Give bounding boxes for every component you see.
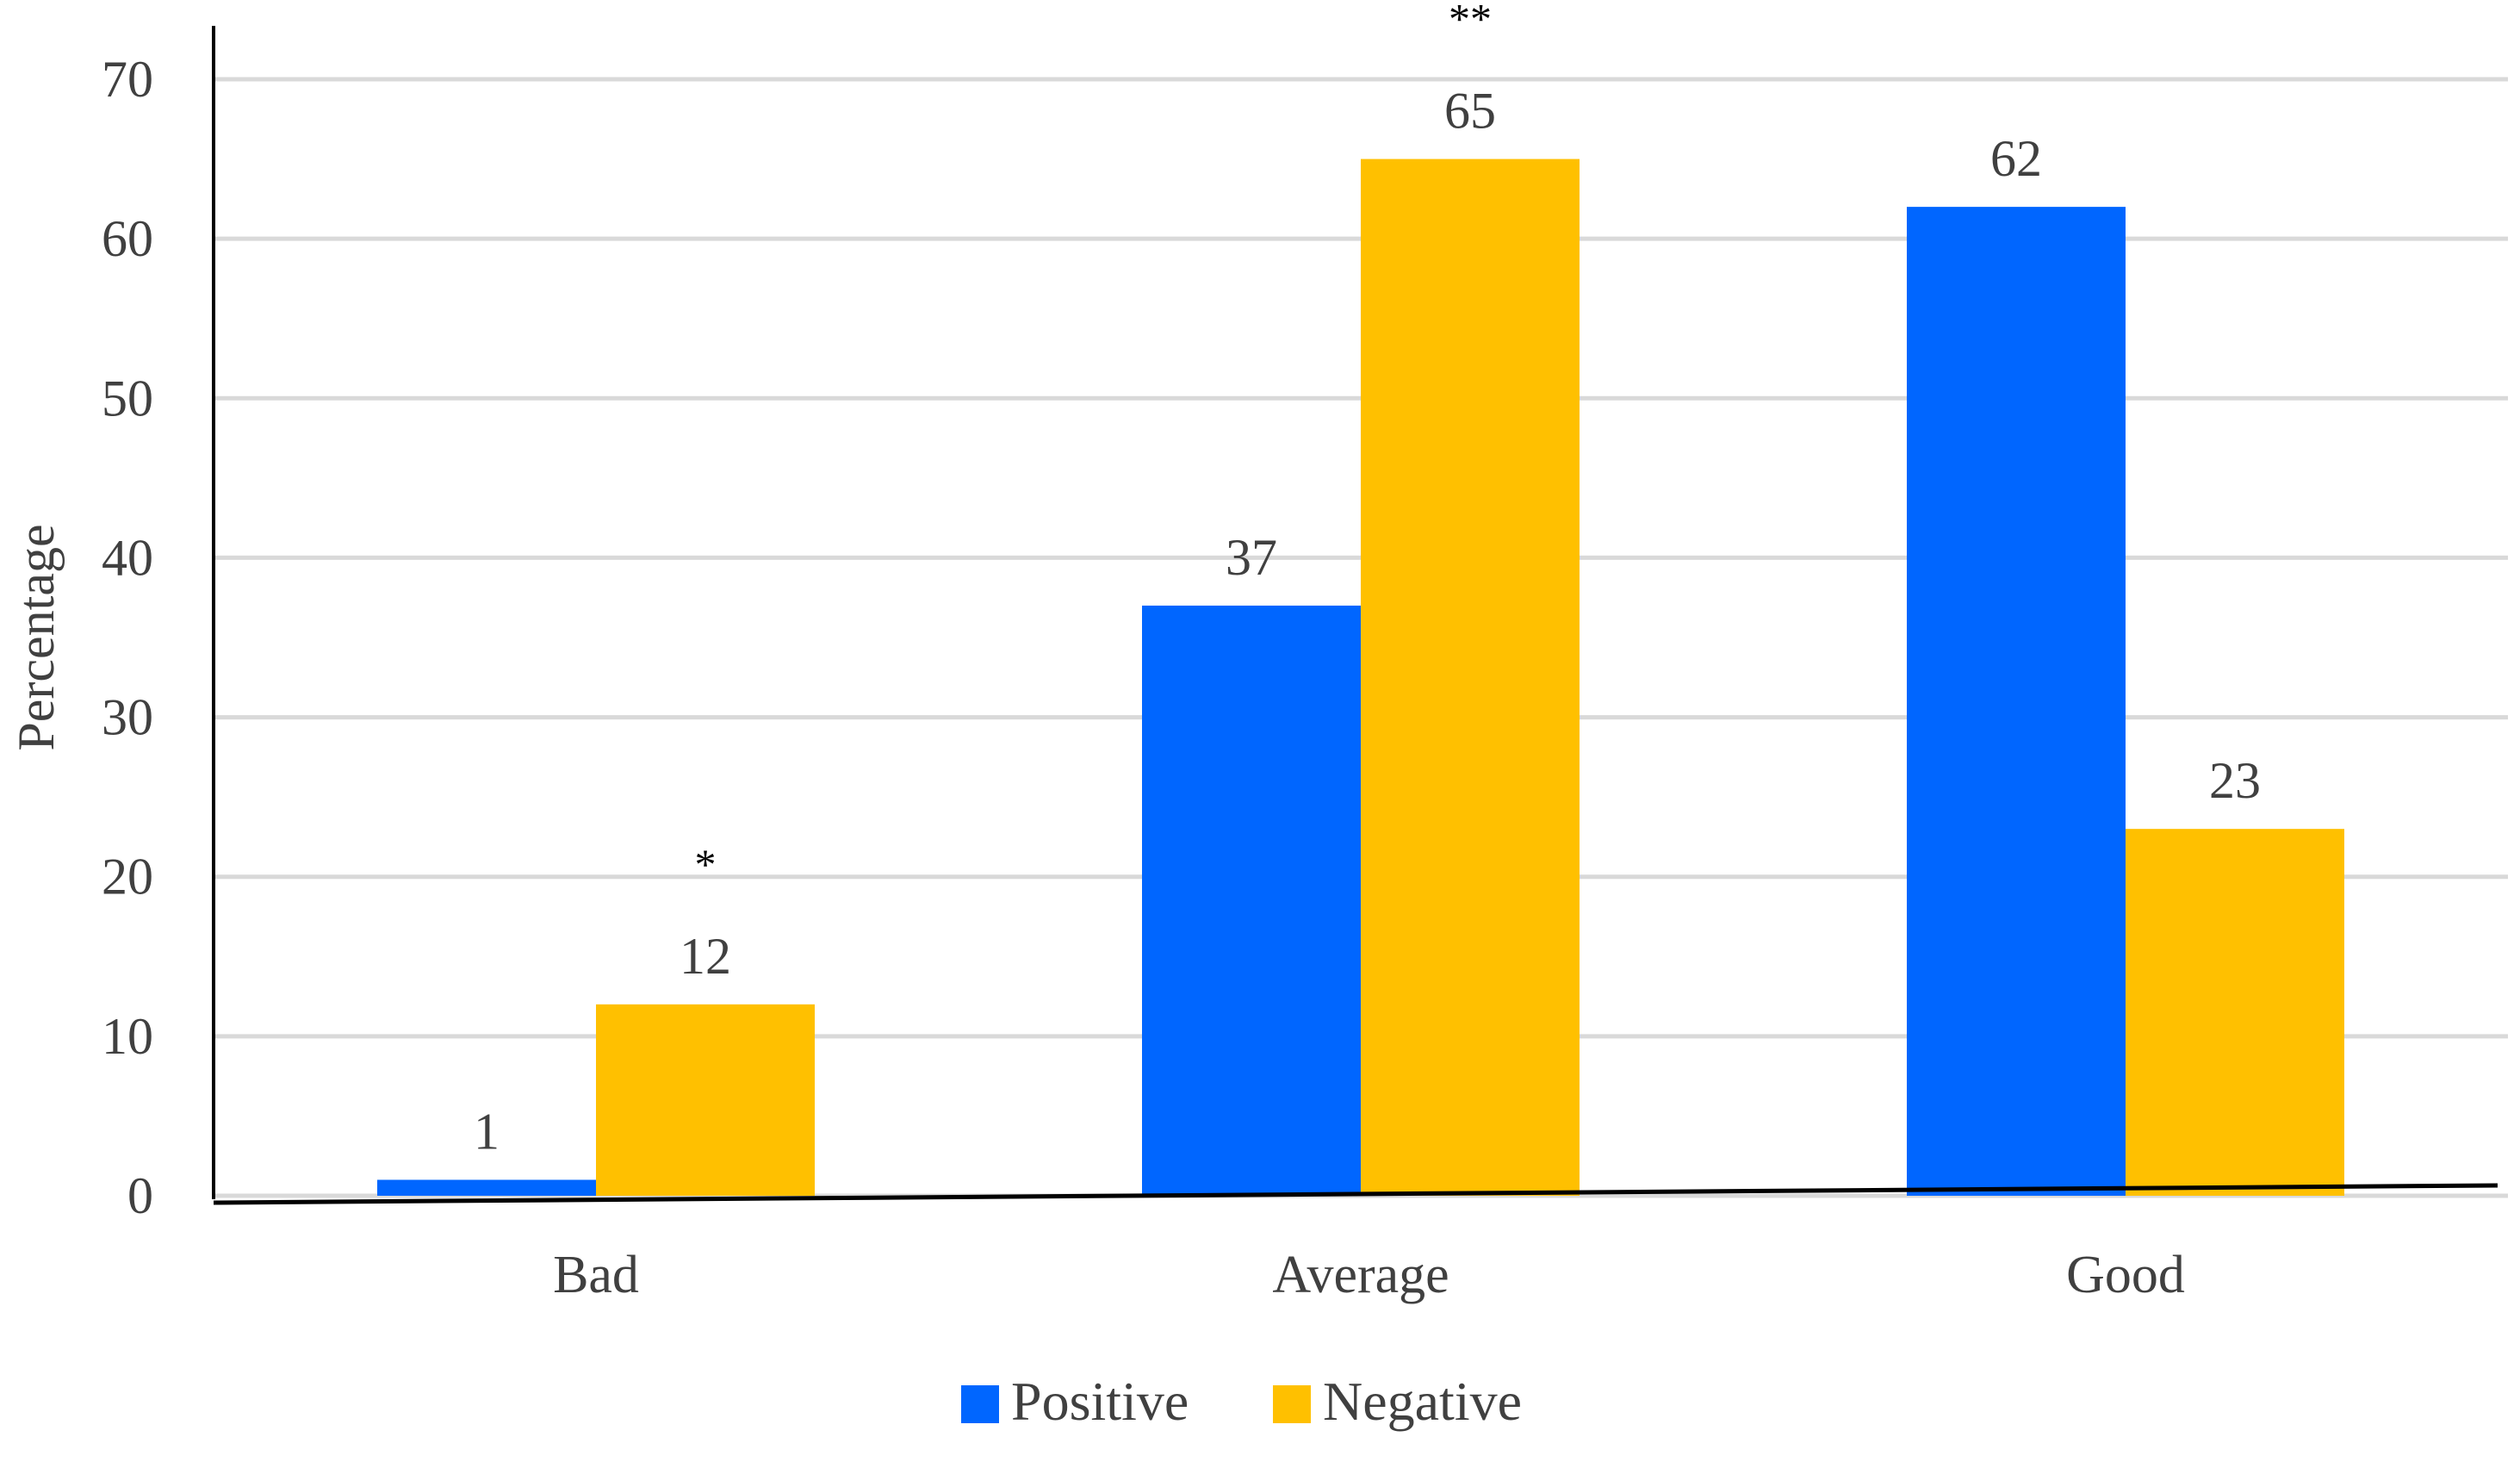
bar-negative-bad — [596, 1004, 815, 1196]
data-labels: 1 12 37 65 62 23 — [474, 83, 2261, 1160]
legend: Positive Negative — [961, 1371, 1522, 1432]
y-tick-label: 10 — [102, 1008, 153, 1065]
x-category-label: Average — [1272, 1246, 1449, 1304]
x-category-label: Good — [2066, 1246, 2185, 1304]
data-label: 23 — [2209, 752, 2261, 809]
data-label: 1 — [474, 1103, 500, 1160]
data-label: 62 — [1990, 130, 2042, 187]
y-tick-label: 30 — [102, 689, 153, 746]
data-label: 65 — [1444, 83, 1496, 140]
y-tick-label: 20 — [102, 849, 153, 905]
y-tick-label: 70 — [102, 51, 153, 108]
x-axis-categories: Bad Average Good — [553, 1246, 2185, 1304]
y-tick-label: 50 — [102, 370, 153, 426]
bar-negative-good — [2126, 829, 2344, 1196]
data-label: 37 — [1226, 529, 1277, 586]
bar-positive-good — [1907, 207, 2126, 1197]
data-label: 12 — [680, 928, 731, 985]
bar-negative-average — [1361, 159, 1580, 1197]
x-axis-line — [213, 1183, 2498, 1205]
y-axis-title: Percentage — [8, 524, 65, 750]
legend-label-positive: Positive — [1011, 1371, 1189, 1432]
significance-marker: * — [695, 840, 717, 888]
y-axis-ticks: 0 10 20 30 40 50 60 70 — [102, 51, 153, 1224]
significance-annotations: *** — [695, 0, 1493, 888]
x-category-label: Bad — [553, 1246, 639, 1304]
bar-positive-average — [1142, 605, 1361, 1196]
y-tick-label: 0 — [127, 1167, 153, 1224]
axes — [212, 26, 2498, 1205]
y-tick-label: 60 — [102, 210, 153, 267]
bar-positive-bad — [377, 1179, 596, 1196]
significance-marker: ** — [1449, 0, 1492, 43]
y-tick-label: 40 — [102, 529, 153, 586]
legend-label-negative: Negative — [1323, 1371, 1522, 1432]
bars — [377, 159, 2344, 1197]
legend-swatch-positive — [961, 1385, 999, 1423]
legend-swatch-negative — [1273, 1385, 1311, 1423]
